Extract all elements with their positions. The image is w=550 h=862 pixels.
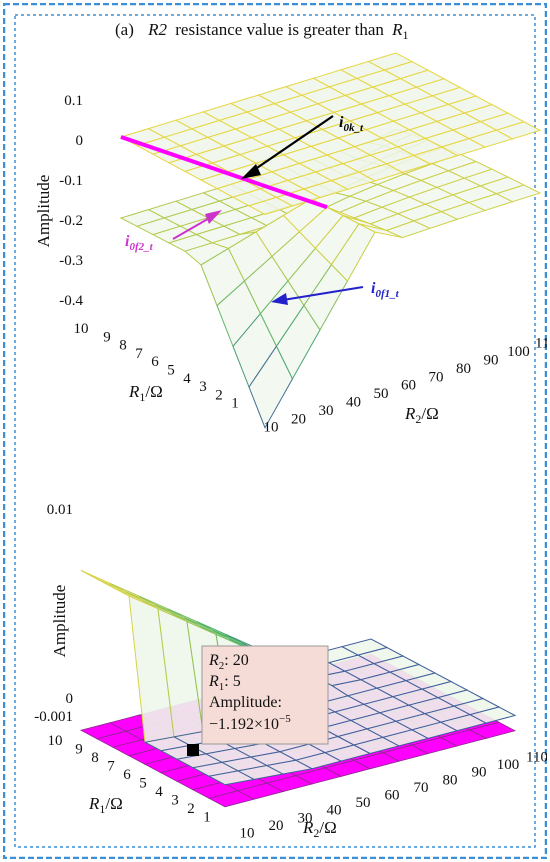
top-r1-label: R1/Ω xyxy=(128,382,163,404)
title-italic: R2 xyxy=(147,20,167,39)
top-z-tick: -0.1 xyxy=(59,173,83,189)
datatip-marker[interactable] xyxy=(187,744,199,756)
top-r1-tick: 6 xyxy=(151,354,159,370)
top-r2-tick: 90 xyxy=(484,353,499,369)
chart-top: 0.10-0.1-0.2-0.3-0.410987654321102030405… xyxy=(34,52,547,436)
bottom-r1-tick: 8 xyxy=(91,750,99,766)
top-r1-tick: 4 xyxy=(183,371,191,387)
bottom-r2-tick: 100 xyxy=(497,757,520,773)
bottom-r1-tick: 2 xyxy=(187,801,195,817)
bottom-r1-tick: 4 xyxy=(155,784,163,800)
top-z-tick: 0 xyxy=(76,133,84,149)
datatip[interactable]: R2: 20 R1: 5 Amplitude: −1.192×10−5 xyxy=(187,645,329,756)
inner-dashed-border xyxy=(14,14,536,848)
ridge-line-i0f2 xyxy=(120,135,328,210)
top-r1-tick: 1 xyxy=(231,396,239,412)
bottom-r1-tick: 1 xyxy=(203,810,211,826)
bottom-r2-tick: 10 xyxy=(240,826,255,842)
bottom-z-tick: 0.01 xyxy=(47,502,73,518)
bottom-r2-tick: 110 xyxy=(526,750,547,766)
surface-cell xyxy=(468,706,517,724)
title-tail-sub: 1 xyxy=(403,28,409,42)
top-r2-tick: 60 xyxy=(401,378,416,394)
figure-frame: (a) R2 resistance value is greater than … xyxy=(3,3,547,859)
outer-dashed-border xyxy=(3,3,547,859)
series-label-i0f2: i0f2_t xyxy=(125,233,154,253)
figure-title: (a) R2 resistance value is greater than … xyxy=(115,20,409,42)
bottom-r2-tick: 70 xyxy=(414,780,429,796)
annotation-i0k: i0k_t xyxy=(241,114,364,179)
top-r1-tick: 7 xyxy=(135,346,143,362)
top-r2-tick: 70 xyxy=(429,369,444,385)
top-r1-tick: 5 xyxy=(167,363,175,379)
series-label-i0f1: i0f1_t xyxy=(371,280,400,300)
top-r1-tick: 9 xyxy=(103,329,111,345)
bottom-r1-tick: 10 xyxy=(48,733,63,749)
bottom-r1-tick: 6 xyxy=(123,767,131,783)
top-r2-label: R2/Ω xyxy=(404,404,439,426)
bottom-r2-tick: 60 xyxy=(385,788,400,804)
bottom-r2-tick: 80 xyxy=(443,772,458,788)
top-r2-tick: 80 xyxy=(456,361,471,377)
top-r2-tick: 20 xyxy=(291,411,306,427)
bottom-r2-tick: 40 xyxy=(327,803,342,819)
top-z-tick: -0.3 xyxy=(59,253,83,269)
bottom-r2-tick: 20 xyxy=(269,818,284,834)
datatip-r1: R1: 5 xyxy=(208,673,241,693)
title-prefix: (a) xyxy=(115,20,134,39)
datatip-amp-value: −1.192×10−5 xyxy=(209,713,291,733)
top-r2-tick: 30 xyxy=(319,403,334,419)
bottom-z-tick: 0 xyxy=(66,691,74,707)
bottom-zlabel: Amplitude xyxy=(50,585,69,658)
annotation-i0f2: i0f2_t xyxy=(125,210,222,253)
bottom-r1-tick: 9 xyxy=(75,742,83,758)
top-z-tick: -0.2 xyxy=(59,213,83,229)
top-r2-tick: 10 xyxy=(264,420,279,436)
bottom-r2-tick: 90 xyxy=(472,765,487,781)
top-zlabel: Amplitude xyxy=(34,175,53,248)
top-r2-tick: 110 xyxy=(535,336,547,352)
top-r2-tick: 50 xyxy=(374,386,389,402)
top-surface-mesh xyxy=(119,52,542,429)
top-r2-tick: 100 xyxy=(507,344,530,360)
annotation-i0f1: i0f1_t xyxy=(271,280,400,305)
bottom-r2-tick: 50 xyxy=(356,795,371,811)
floor-cell xyxy=(468,721,517,739)
datatip-r2: R2: 20 xyxy=(208,652,249,672)
bottom-r1-tick: 5 xyxy=(139,776,147,792)
surface-cell-low xyxy=(495,184,542,203)
datatip-box xyxy=(201,645,329,745)
top-r1-tick: 2 xyxy=(215,387,223,403)
series-label-i0k: i0k_t xyxy=(339,114,364,134)
title-rest: resistance value is greater than xyxy=(175,20,384,39)
bottom-r1-label: R1/Ω xyxy=(88,794,123,816)
bottom-z-tick: -0.001 xyxy=(34,709,73,725)
top-z-tick: -0.4 xyxy=(59,293,83,309)
bottom-r1-tick: 7 xyxy=(107,759,115,775)
datatip-amp-label: Amplitude: xyxy=(209,694,282,711)
bottom-r1-tick: 3 xyxy=(171,793,179,809)
figure-canvas: (a) R2 resistance value is greater than … xyxy=(3,3,547,859)
top-r1-tick: 10 xyxy=(74,321,89,337)
bottom-r2-label: R2/Ω xyxy=(302,818,337,840)
top-axis-ticks: 0.10-0.1-0.2-0.3-0.410987654321102030405… xyxy=(59,93,547,436)
top-r1-tick: 3 xyxy=(199,379,207,395)
bottom-r2-tick: 30 xyxy=(298,810,313,826)
top-r1-tick: 8 xyxy=(119,338,127,354)
surface-cell-plane xyxy=(495,121,542,140)
top-z-tick: 0.1 xyxy=(64,93,83,109)
top-r2-tick: 40 xyxy=(346,395,361,411)
title-tail: R xyxy=(391,20,403,39)
